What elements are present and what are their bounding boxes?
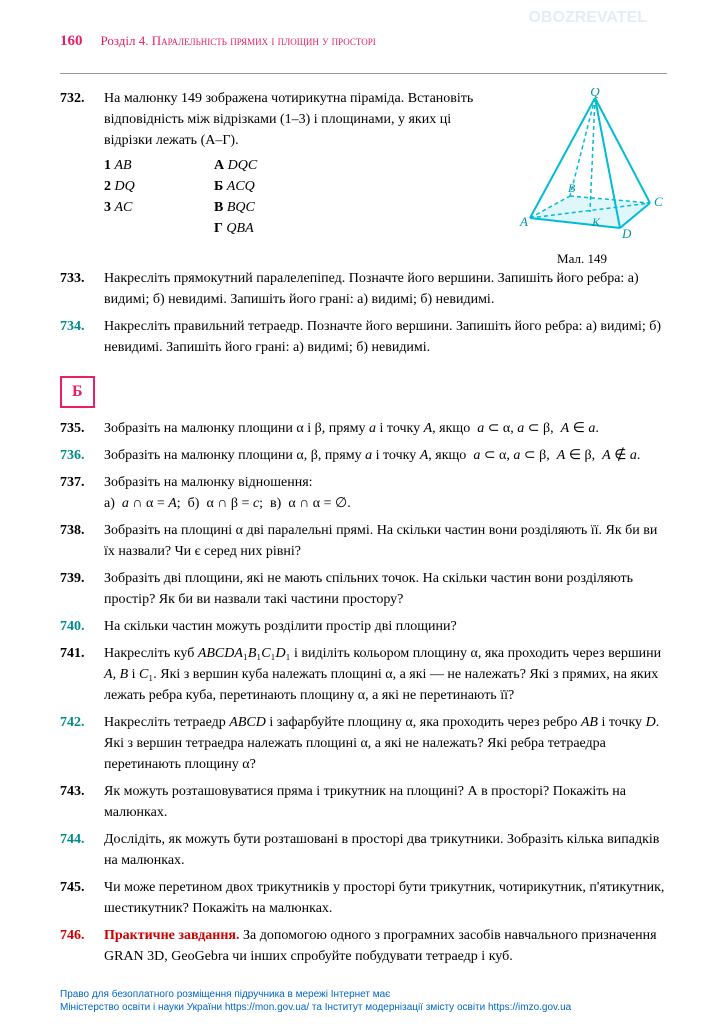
task-body-733: Накресліть прямокутний паралелепіпед. По… — [104, 268, 667, 310]
figure-caption: Мал. 149 — [497, 249, 667, 269]
svg-text:Q: Q — [590, 88, 600, 99]
section-b-label: Б — [60, 376, 95, 408]
task-num-732: 732. — [60, 88, 104, 109]
task-741: 741. Накресліть куб ABCDA₁B₁C₁D₁ і виділ… — [60, 643, 667, 706]
upper-content: 732. На малюнку 149 зображена чотирикутн… — [60, 88, 667, 269]
practical-label: Практичне завдання. — [104, 928, 240, 943]
task-body-741: Накресліть куб ABCDA₁B₁C₁D₁ і виділіть к… — [104, 643, 667, 706]
task-744: 744. Дослідіть, як можуть бути розташова… — [60, 829, 667, 871]
task-body-744: Дослідіть, як можуть бути розташовані в … — [104, 829, 667, 871]
task-738: 738. Зобразіть на площині α дві паралель… — [60, 520, 667, 562]
task-num-737: 737. — [60, 472, 104, 493]
task-body-734: Накресліть правильний тетраедр. Позначте… — [104, 316, 667, 358]
figure-149: Q B C A K D Мал. 149 — [497, 88, 667, 269]
svg-text:B: B — [568, 181, 576, 195]
task-body-739: Зобразіть дві площини, які не мають спіл… — [104, 568, 667, 610]
task-body-735: Зобразіть на малюнку площини α і β, прям… — [104, 418, 667, 439]
chapter-title: Розділ 4. Паралельність прямих і площин … — [101, 31, 376, 51]
task-body-736: Зобразіть на малюнку площини α, β, пряму… — [104, 445, 667, 466]
task-text-732: На малюнку 149 зображена чотирикутна пір… — [104, 91, 473, 148]
chapter-label: Розділ 4. — [101, 33, 149, 48]
footer-line2: Міністерство освіти і науки України http… — [60, 1001, 667, 1014]
task-732: 732. На малюнку 149 зображена чотирикутн… — [60, 88, 477, 239]
page-header: 160 Розділ 4. Паралельність прямих і пло… — [60, 30, 667, 53]
match-list: 1 AB А DQC 2 DQ Б ACQ 3 AC В BQC Г QBA — [104, 155, 477, 239]
task-num-742: 742. — [60, 712, 104, 733]
svg-text:K: K — [591, 215, 601, 229]
pyramid-svg: Q B C A K D — [500, 88, 665, 238]
task-734: 734. Накресліть правильний тетраедр. Поз… — [60, 316, 667, 358]
svg-text:D: D — [621, 226, 632, 238]
footer-line1: Право для безоплатного розміщення підруч… — [60, 988, 667, 1001]
task-num-746: 746. — [60, 925, 104, 946]
task-num-735: 735. — [60, 418, 104, 439]
task-733: 733. Накресліть прямокутний паралелепіпе… — [60, 268, 667, 310]
task-743: 743. Як можуть розташовуватися пряма і т… — [60, 781, 667, 823]
footer: Право для безоплатного розміщення підруч… — [60, 988, 667, 1014]
task-num-745: 745. — [60, 877, 104, 898]
task-num-744: 744. — [60, 829, 104, 850]
task-num-739: 739. — [60, 568, 104, 589]
task-body-740: На скільки частин можуть розділити прост… — [104, 616, 667, 637]
chapter-text: Паралельність прямих і площин у просторі — [152, 33, 376, 48]
task-body-738: Зобразіть на площині α дві паралельні пр… — [104, 520, 667, 562]
task-body-746: Практичне завдання. За допомогою одного … — [104, 925, 667, 967]
task-737: 737. Зобразіть на малюнку відношення: а)… — [60, 472, 667, 514]
task-body-745: Чи може перетином двох трикутників у про… — [104, 877, 667, 919]
watermark-top: OBOZREVATEL — [528, 6, 647, 30]
task-body-737: Зобразіть на малюнку відношення: а) a ∩ … — [104, 472, 667, 514]
task-num-734: 734. — [60, 316, 104, 337]
svg-text:C: C — [654, 194, 663, 209]
task-742: 742. Накресліть тетраедр ABCD і зафарбуй… — [60, 712, 667, 775]
task-746: 746. Практичне завдання. За допомогою од… — [60, 925, 667, 967]
task-num-740: 740. — [60, 616, 104, 637]
task-num-743: 743. — [60, 781, 104, 802]
task-739: 739. Зобразіть дві площини, які не мають… — [60, 568, 667, 610]
task-735: 735. Зобразіть на малюнку площини α і β,… — [60, 418, 667, 439]
task-736: 736. Зобразіть на малюнку площини α, β, … — [60, 445, 667, 466]
task-body-732: На малюнку 149 зображена чотирикутна пір… — [104, 88, 477, 239]
page-number: 160 — [60, 30, 83, 53]
task-body-743: Як можуть розташовуватися пряма і трикут… — [104, 781, 667, 823]
svg-text:A: A — [519, 214, 528, 229]
task-740: 740. На скільки частин можуть розділити … — [60, 616, 667, 637]
task-num-741: 741. — [60, 643, 104, 664]
task-num-738: 738. — [60, 520, 104, 541]
task-num-736: 736. — [60, 445, 104, 466]
task-body-742: Накресліть тетраедр ABCD і зафарбуйте пл… — [104, 712, 667, 775]
task-num-733: 733. — [60, 268, 104, 289]
task-745: 745. Чи може перетином двох трикутників … — [60, 877, 667, 919]
